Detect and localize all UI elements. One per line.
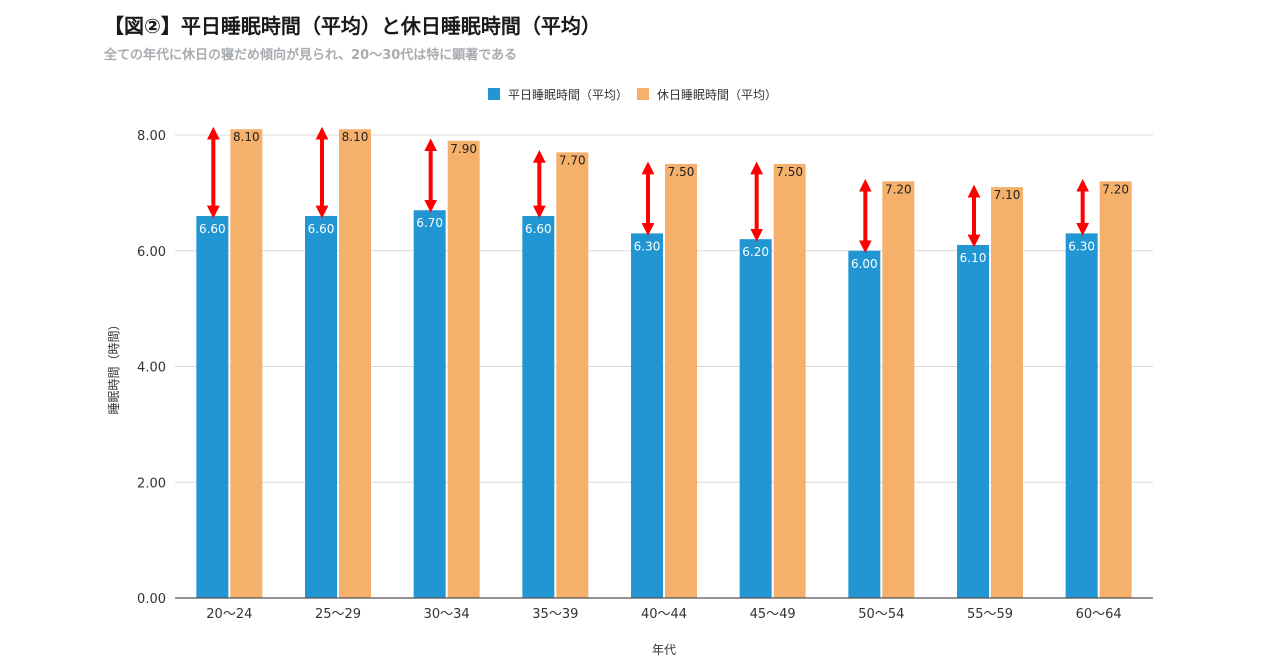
data-label-holiday: 7.50 [668, 165, 695, 179]
x-tick-label: 20〜24 [206, 607, 252, 622]
data-label-holiday: 7.20 [885, 182, 912, 196]
data-label-holiday: 8.10 [342, 130, 369, 144]
data-label-weekday: 6.60 [308, 222, 335, 236]
y-axis-title: 睡眠時間（時間） [107, 318, 121, 414]
bar-holiday [556, 152, 589, 599]
bar-holiday [665, 163, 697, 598]
data-label-holiday: 7.70 [559, 153, 586, 167]
data-label-weekday: 6.30 [634, 239, 661, 253]
legend-label: 平日睡眠時間（平均） [508, 88, 628, 102]
gridlines [175, 134, 1153, 483]
bar-holiday [339, 129, 371, 598]
x-tick-label: 45〜49 [750, 607, 796, 622]
legend-swatch [488, 88, 500, 100]
legend-swatch [637, 88, 649, 100]
x-tick-label: 55〜59 [967, 607, 1013, 622]
data-labels: 6.60 8.10 6.60 8.10 6.70 7.90 6.60 7.70 6.30 7.50… [199, 130, 1129, 271]
bar-holiday [230, 129, 263, 598]
data-label-holiday: 7.50 [776, 165, 803, 179]
bar-weekday [957, 244, 989, 598]
bar-holiday [882, 181, 915, 599]
data-label-weekday: 6.10 [960, 251, 987, 265]
data-label-weekday: 6.60 [199, 222, 226, 236]
difference-arrows [206, 126, 1090, 254]
data-label-holiday: 8.10 [233, 130, 260, 144]
data-label-weekday: 6.30 [1068, 239, 1095, 253]
x-tick-label: 40〜44 [641, 607, 687, 622]
page-title: 【図②】平日睡眠時間（平均）と休日睡眠時間（平均） [104, 14, 601, 38]
bar-weekday [305, 216, 337, 598]
data-label-weekday: 6.00 [851, 257, 878, 271]
data-label-holiday: 7.20 [1102, 182, 1129, 196]
bar-weekday [196, 216, 229, 598]
page-subtitle: 全ての年代に休日の寝だめ傾向が見られ、20〜30代は特に顕著である [104, 48, 518, 63]
bar-weekday [1065, 233, 1098, 598]
bar-weekday [739, 239, 772, 599]
bar-holiday [773, 163, 806, 598]
x-axis-title: 年代 [652, 643, 676, 657]
bar-holiday [447, 140, 480, 598]
y-tick-label: 4.00 [137, 361, 166, 376]
y-tick-label: 8.00 [137, 129, 166, 144]
x-tick-label: 25〜29 [315, 607, 361, 622]
bar-weekday [413, 210, 446, 599]
legend: 平日睡眠時間（平均） 休日睡眠時間（平均） [488, 88, 777, 102]
x-tick-label: 60〜64 [1076, 607, 1122, 622]
data-label-weekday: 6.60 [525, 222, 552, 236]
data-label-weekday: 6.70 [416, 216, 443, 230]
bar-weekday [631, 233, 663, 598]
x-tick-label: 35〜39 [532, 607, 578, 622]
data-label-weekday: 6.20 [742, 245, 769, 259]
x-tick-label: 50〜54 [858, 607, 904, 622]
y-tick-label: 0.00 [137, 592, 166, 607]
data-label-holiday: 7.10 [994, 188, 1021, 202]
bar-holiday [991, 187, 1023, 598]
data-label-holiday: 7.90 [450, 142, 477, 156]
y-tick-label: 2.00 [137, 476, 166, 491]
bar-weekday [848, 250, 881, 598]
legend-label: 休日睡眠時間（平均） [657, 88, 777, 102]
x-tick-label: 30〜34 [424, 607, 470, 622]
bars [196, 129, 1132, 599]
bar-weekday [522, 216, 555, 598]
bar-holiday [1099, 181, 1132, 599]
axes: 0.00 2.00 4.00 6.00 8.00 20〜24 25〜29 30〜34 35〜39… [107, 129, 1153, 657]
y-tick-label: 6.00 [137, 245, 166, 260]
